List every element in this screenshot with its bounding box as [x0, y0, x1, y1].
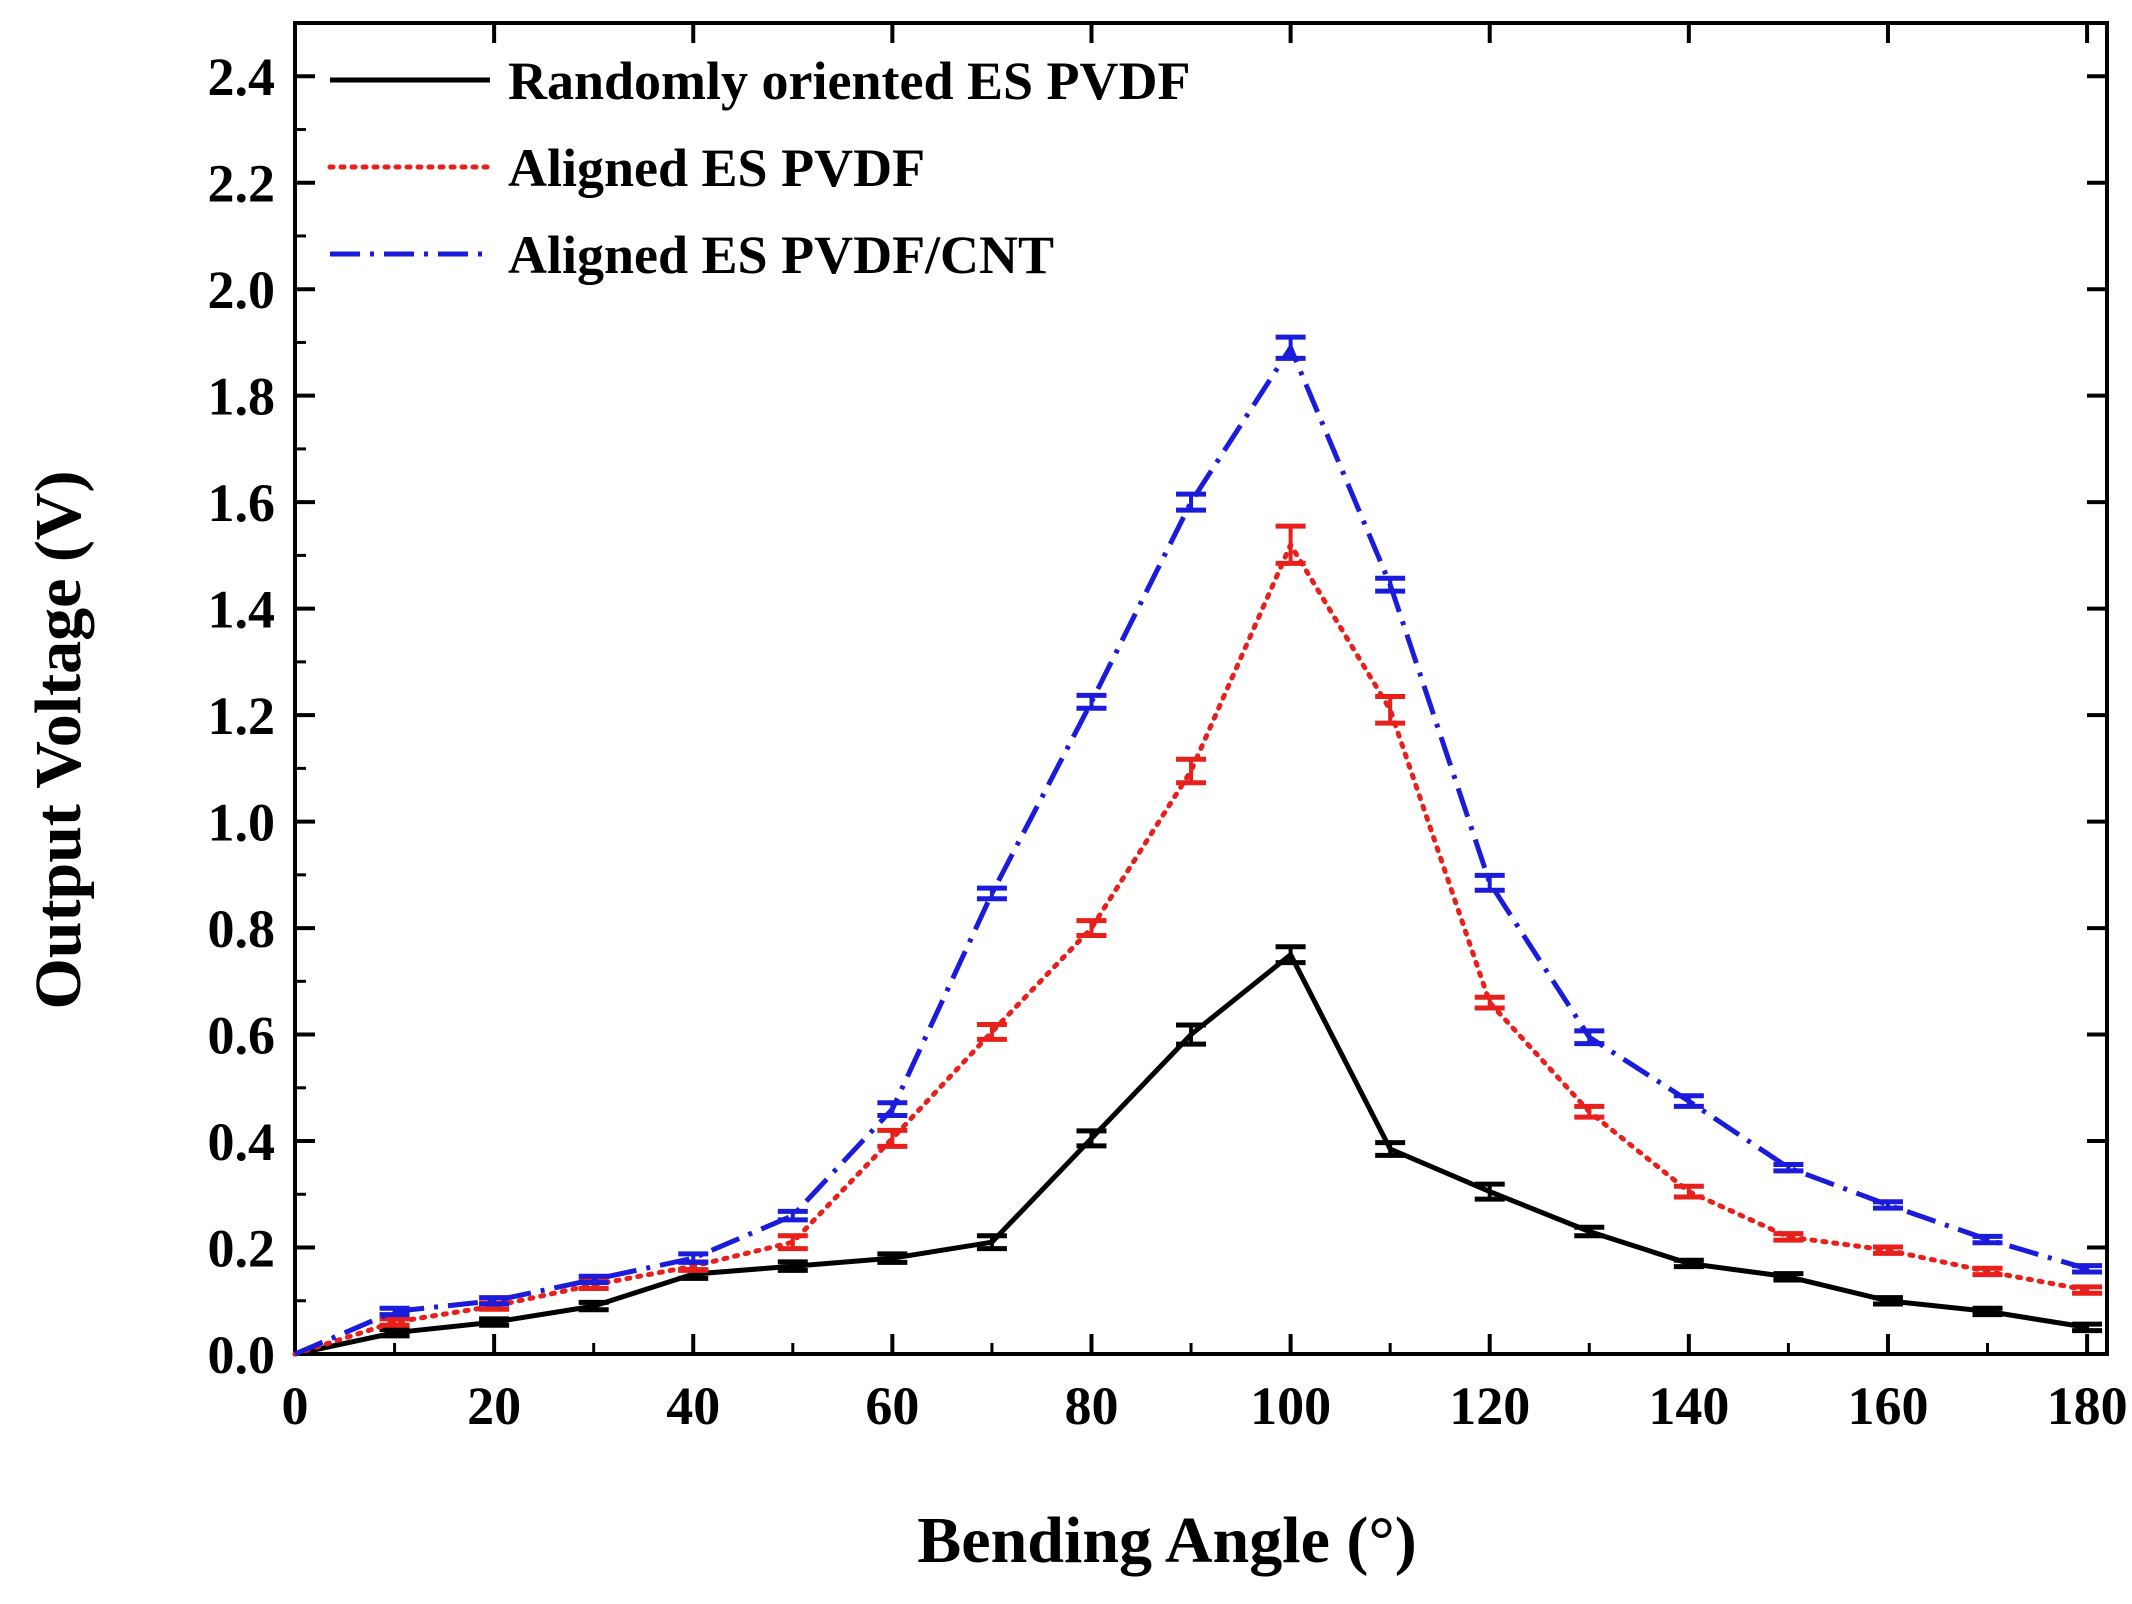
x-tick-label: 20 — [467, 1376, 521, 1436]
series-2 — [294, 334, 2103, 1357]
x-tick-label: 40 — [666, 1376, 720, 1436]
data-point — [379, 1327, 410, 1339]
data-point — [678, 1251, 709, 1265]
legend-item-2: Aligned ES PVDF/CNT — [330, 225, 1054, 285]
x-tick-label: 180 — [2047, 1376, 2128, 1436]
y-axis-title: Output Voltage (V) — [22, 470, 95, 1009]
legend-label: Aligned ES PVDF — [508, 138, 925, 198]
y-tick-label: 0.2 — [208, 1219, 276, 1279]
y-tick-label: 0.4 — [208, 1112, 276, 1172]
series-0 — [294, 944, 2103, 1357]
y-tick-label: 2.0 — [208, 260, 276, 320]
legend-label: Randomly oriented ES PVDF — [508, 51, 1191, 111]
data-point — [1474, 1181, 1505, 1202]
data-point — [1176, 491, 1207, 513]
data-point — [379, 1316, 410, 1328]
data-point — [1275, 944, 1306, 966]
data-point — [479, 1316, 510, 1328]
data-point — [1673, 1257, 1704, 1270]
series-line — [292, 542, 2090, 1357]
data-point — [1076, 1128, 1107, 1149]
data-point — [1972, 1305, 2003, 1318]
data-point — [1076, 692, 1107, 711]
data-point — [877, 1100, 908, 1118]
x-tick-label: 0 — [282, 1376, 309, 1436]
data-point — [1076, 918, 1107, 939]
y-tick-label: 1.2 — [208, 686, 276, 746]
data-point — [1275, 523, 1306, 566]
x-axis-title: Bending Angle (°) — [917, 1504, 1416, 1577]
data-point — [777, 1233, 808, 1252]
y-tick-label: 2.4 — [208, 47, 276, 107]
legend-item-1: Aligned ES PVDF — [327, 138, 925, 198]
data-point — [1773, 1161, 1804, 1174]
series-1 — [292, 523, 2103, 1357]
y-tick-label: 1.0 — [208, 793, 276, 853]
data-point — [2072, 1321, 2103, 1334]
data-point — [1176, 756, 1207, 786]
data-point — [1872, 1199, 1903, 1211]
y-tick-label: 0.6 — [208, 1006, 276, 1066]
y-tick-label: 1.4 — [208, 580, 276, 640]
y-tick-label: 1.8 — [208, 367, 276, 427]
data-point — [1375, 575, 1406, 594]
data-point — [2072, 1284, 2103, 1296]
data-point — [877, 1251, 908, 1265]
data-point — [1474, 872, 1505, 893]
legend-label: Aligned ES PVDF/CNT — [508, 225, 1054, 285]
data-point — [1574, 1028, 1605, 1047]
data-point — [976, 885, 1007, 902]
y-tick-label: 0.8 — [208, 899, 276, 959]
data-point — [479, 1295, 510, 1307]
data-point — [1972, 1233, 2003, 1246]
data-point — [1574, 1103, 1605, 1120]
y-tick-label: 2.2 — [208, 154, 276, 214]
data-point — [1872, 1244, 1903, 1256]
data-point — [976, 1021, 1007, 1042]
data-point — [2072, 1263, 2103, 1275]
x-tick-label: 80 — [1064, 1376, 1118, 1436]
series-line — [294, 952, 2088, 1357]
y-tick-label: 1.6 — [208, 473, 276, 533]
plot-frame — [293, 21, 2109, 1356]
data-point — [1375, 1140, 1406, 1158]
data-point — [777, 1259, 808, 1273]
data-point — [578, 1299, 609, 1313]
data-point — [1972, 1265, 2003, 1278]
x-tick-label: 160 — [1847, 1376, 1928, 1436]
data-point — [1375, 693, 1406, 726]
data-point — [379, 1305, 410, 1318]
x-tick-label: 140 — [1648, 1376, 1729, 1436]
data-point — [976, 1233, 1007, 1252]
x-tick-label: 100 — [1250, 1376, 1331, 1436]
y-tick-label: 0.0 — [208, 1325, 276, 1385]
legend-item-0: Randomly oriented ES PVDF — [330, 51, 1191, 111]
data-point — [1574, 1224, 1605, 1239]
data-point — [1872, 1295, 1903, 1307]
data-point — [1773, 1231, 1804, 1243]
x-tick-label: 120 — [1449, 1376, 1530, 1436]
data-point — [1275, 334, 1306, 361]
data-point — [1673, 1183, 1704, 1200]
data-point — [1176, 1022, 1207, 1047]
data-point — [1773, 1271, 1804, 1283]
data-point — [578, 1273, 609, 1286]
data-point — [777, 1208, 808, 1223]
data-point — [877, 1127, 908, 1149]
data-point — [1474, 994, 1505, 1011]
data-point — [1673, 1093, 1704, 1109]
x-tick-label: 60 — [865, 1376, 919, 1436]
